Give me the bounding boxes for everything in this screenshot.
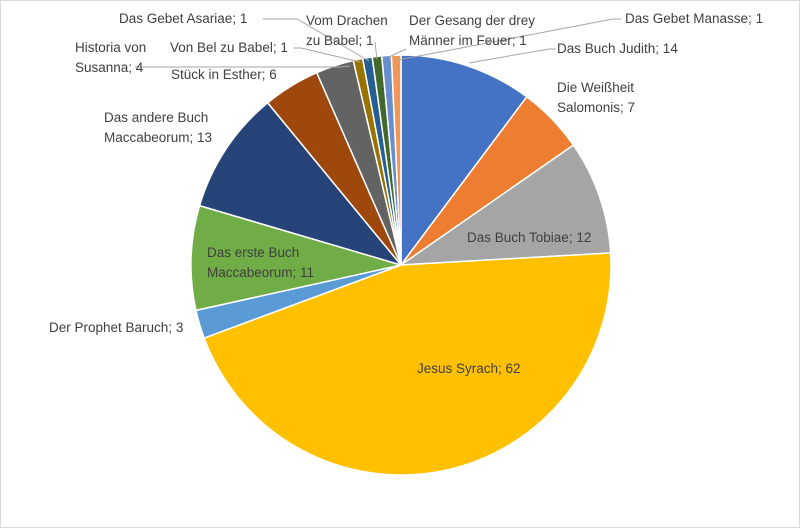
pie-slice-das-buch-tobiae: [400, 144, 612, 266]
data-label-vom-drachen-zu-babel: Vom Drachen zu Babel; 1: [306, 13, 388, 48]
pie-slice-jesus-syrach: [203, 252, 612, 476]
pie-slices: [190, 54, 612, 476]
data-label-das-gebet-manasse: Das Gebet Manasse; 1: [625, 11, 763, 26]
data-label-das-gebet-asariae: Das Gebet Asariae; 1: [119, 11, 247, 26]
data-label-stuck-in-esther: Stück in Esther; 6: [171, 67, 277, 82]
leader-line-vom-drachen-zu-babel: [374, 41, 378, 60]
leader-line-historia-von-susanna: [135, 65, 351, 68]
data-label-der-gesang-der-drey-manner-im-feuer: Der Gesang der drey Männer im Feuer; 1: [409, 13, 535, 48]
pie-slice-das-andere-buch-maccabeorum: [198, 102, 402, 266]
data-label-jesus-syrach: Jesus Syrach; 62: [417, 361, 521, 376]
data-labels: Das Buch Judith; 14 Die Weißheit Salomonis…: [49, 11, 763, 376]
leader-line-das-gebet-asariae: [263, 18, 370, 62]
data-label-die-weissheit-salomonis: Die Weißheit Salomonis; 7: [557, 80, 635, 115]
data-label-das-erste-buch-maccabeorum: Das erste Buch Maccabeorum; 11: [207, 245, 314, 280]
data-label-das-buch-judith: Das Buch Judith; 14: [557, 41, 678, 56]
data-label-der-prophet-baruch: Der Prophet Baruch; 3: [49, 320, 183, 335]
leader-line-von-bel-zu-babel: [294, 47, 361, 63]
data-label-historia-von-susanna: Historia von Susanna; 4: [75, 40, 146, 75]
leader-line-das-buch-judith: [468, 48, 556, 64]
leader-lines: [135, 18, 621, 68]
data-label-von-bel-zu-babel: Von Bel zu Babel; 1: [170, 40, 288, 55]
leader-line-der-gesang-der-drey-manner-im-feuer: [388, 48, 407, 58]
leader-line-das-gebet-manasse: [397, 18, 621, 61]
data-label-das-buch-tobiae: Das Buch Tobiae; 12: [467, 230, 591, 245]
data-label-das-andere-buch-maccabeorum: Das andere Buch Maccabeorum; 13: [104, 110, 212, 145]
pie-slice-das-gebet-manasse: [390, 54, 402, 266]
pie-slice-das-erste-buch-maccabeorum: [190, 204, 402, 312]
pie-slice-das-buch-judith: [400, 54, 528, 266]
